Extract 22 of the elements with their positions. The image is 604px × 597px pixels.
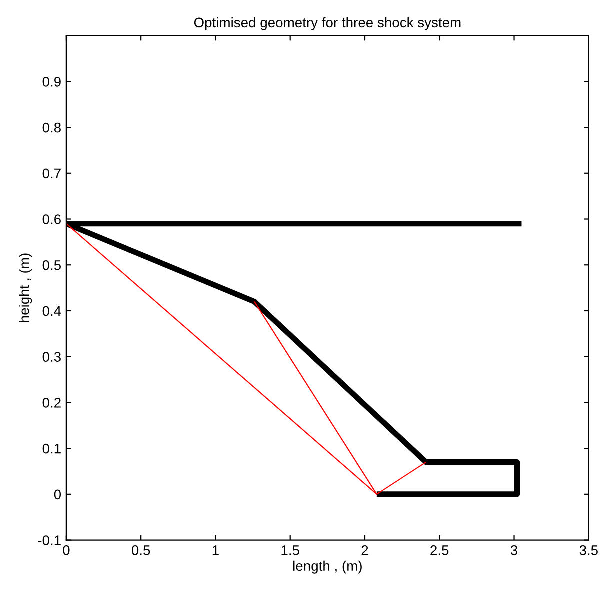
x-tick-label: 0	[63, 546, 70, 556]
y-tick-label: 0.6	[42, 214, 61, 224]
x-tick-label: 2	[362, 546, 368, 556]
x-tick-label: 2.5	[430, 546, 449, 556]
y-tick-label: 0.4	[42, 306, 62, 316]
y-tick-label: 0.7	[42, 168, 61, 179]
x-tick-label: 3.5	[580, 546, 598, 556]
x-tick-label: 1	[212, 546, 219, 556]
y-tick-label: 0.5	[42, 260, 61, 270]
chart-title: Optimised geometry for three shock system	[194, 17, 461, 30]
y-tick-label: 0.9	[42, 77, 61, 87]
x-tick-label: 3	[510, 546, 518, 556]
x-tick-label: 1.5	[282, 546, 300, 556]
y-tick-label: 0.1	[42, 444, 61, 454]
y-tick-label: 0	[54, 490, 62, 500]
y-tick-label: 0.8	[42, 122, 61, 133]
y-tick-label: -0.1	[38, 536, 61, 546]
y-tick-label: 0.3	[42, 352, 61, 362]
y-axis-title: height , (m)	[19, 254, 32, 322]
x-tick-label: 0.5	[132, 546, 150, 556]
x-axis-title: length , (m)	[293, 560, 362, 574]
y-tick-label: 0.2	[42, 398, 61, 408]
